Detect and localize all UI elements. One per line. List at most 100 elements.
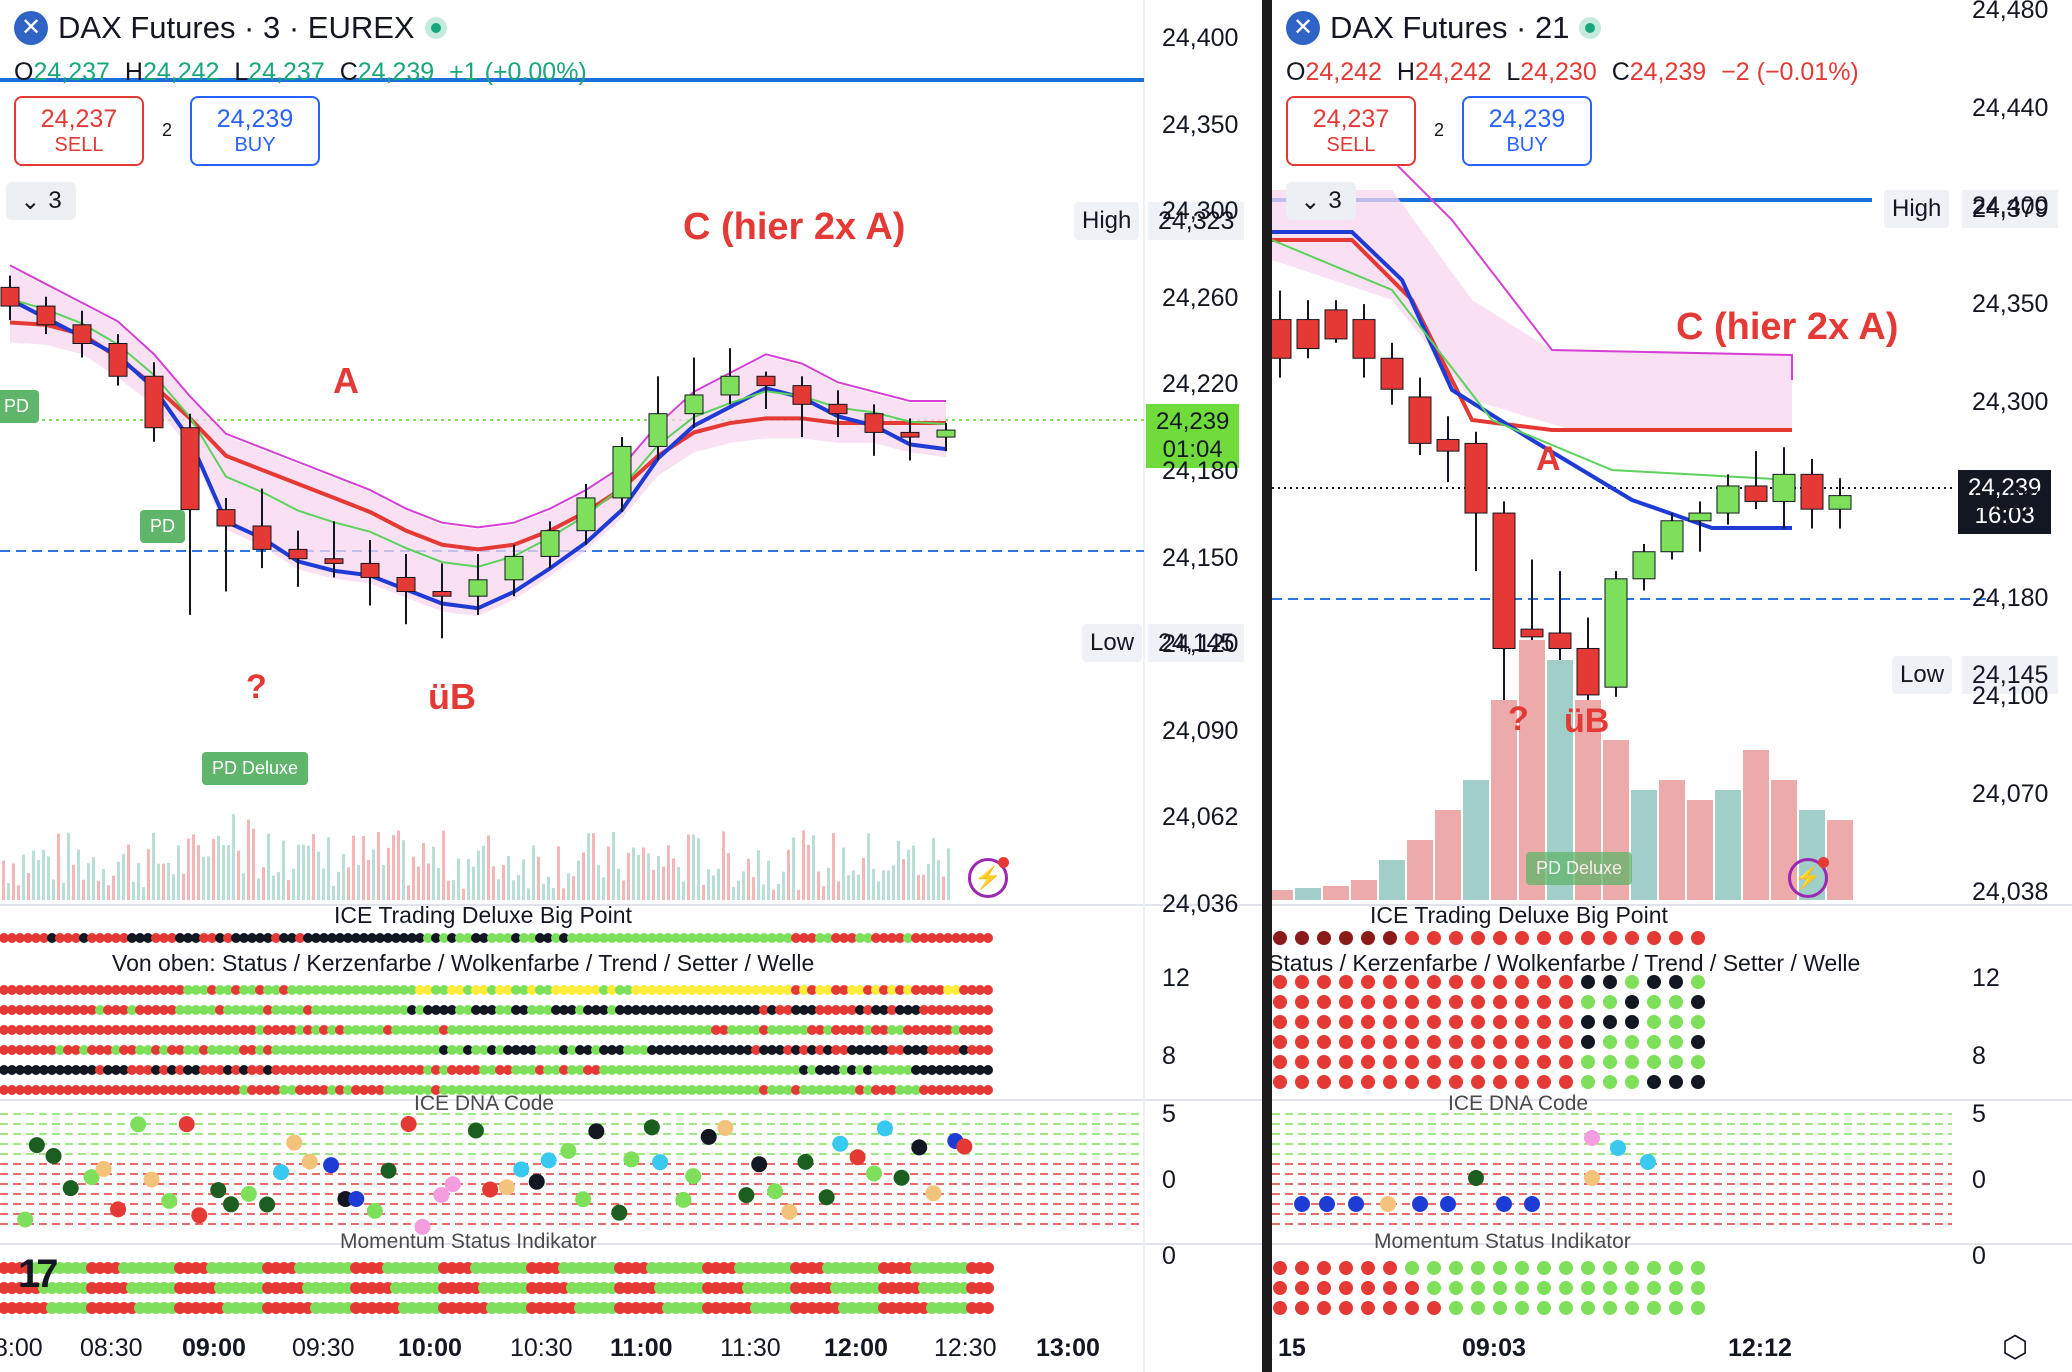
momentum-dot bbox=[1405, 1301, 1419, 1315]
status-dot bbox=[87, 985, 97, 995]
right-chart-canvas[interactable] bbox=[1272, 0, 2072, 1372]
status-dot bbox=[167, 933, 177, 943]
candle-body bbox=[1520, 628, 1544, 638]
order-quantity[interactable]: 2 bbox=[1434, 120, 1445, 140]
status-dot bbox=[903, 1025, 913, 1035]
status-dot bbox=[975, 985, 985, 995]
left-symbol-title[interactable]: DAX Futures · 3 · EUREX bbox=[58, 10, 415, 45]
sell-button[interactable]: 24,237 SELL bbox=[1286, 96, 1416, 166]
lightning-icon[interactable]: ⚡ bbox=[1788, 857, 1829, 898]
sell-button[interactable]: 24,237 SELL bbox=[14, 96, 144, 166]
status-dot bbox=[415, 1085, 425, 1095]
status-dot bbox=[191, 1085, 201, 1095]
status-dot bbox=[1691, 1075, 1705, 1089]
status-dot bbox=[359, 1005, 369, 1015]
status-dot bbox=[631, 1065, 641, 1075]
status-dot bbox=[855, 1065, 865, 1075]
status-dot bbox=[191, 933, 201, 943]
status-dot bbox=[0, 1005, 9, 1015]
status-dot bbox=[911, 1085, 921, 1095]
status-dot bbox=[175, 1025, 185, 1035]
status-dot bbox=[703, 1065, 713, 1075]
status-dot bbox=[871, 1025, 881, 1035]
indicator-collapse-button[interactable]: ⌄ 3 bbox=[6, 182, 76, 220]
status-dot bbox=[183, 1005, 193, 1015]
status-dot bbox=[207, 1085, 217, 1095]
lightning-icon[interactable]: ⚡ bbox=[968, 857, 1009, 898]
status-dot bbox=[583, 1005, 593, 1015]
status-dot bbox=[543, 985, 553, 995]
dna-dot bbox=[1380, 1196, 1396, 1212]
status-dot bbox=[591, 1085, 601, 1095]
status-dot bbox=[743, 1005, 753, 1015]
volume-bar bbox=[407, 885, 410, 900]
status-dot bbox=[919, 1025, 929, 1035]
status-dot bbox=[911, 1005, 921, 1015]
left-chart-canvas[interactable] bbox=[0, 0, 1262, 1372]
status-dot bbox=[479, 933, 489, 943]
status-dot bbox=[143, 933, 153, 943]
right-symbol-title[interactable]: DAX Futures · 21 bbox=[1330, 10, 1570, 45]
status-dot bbox=[87, 1045, 97, 1055]
status-dot bbox=[247, 985, 257, 995]
price-tick-label: 24,120 bbox=[1162, 630, 1239, 659]
settings-icon[interactable]: ⬡ bbox=[2002, 1331, 2029, 1364]
dna-dot bbox=[1584, 1170, 1600, 1186]
price-tick-label: 24,100 bbox=[1972, 682, 2049, 710]
status-dot bbox=[47, 1045, 57, 1055]
status-dot bbox=[919, 1065, 929, 1075]
order-quantity[interactable]: 2 bbox=[162, 120, 173, 140]
status-dot bbox=[407, 1045, 417, 1055]
buy-button[interactable]: 24,239 BUY bbox=[190, 96, 320, 166]
status-dot bbox=[1625, 931, 1639, 945]
buy-button[interactable]: 24,239 BUY bbox=[1462, 96, 1592, 166]
status-dot bbox=[423, 933, 433, 943]
ohlc-close: 24,239 bbox=[357, 58, 435, 86]
status-dot bbox=[0, 1045, 9, 1055]
status-dot bbox=[495, 1045, 505, 1055]
status-dot bbox=[1317, 1015, 1331, 1029]
trend-line-blue bbox=[1272, 230, 1792, 530]
status-dot bbox=[447, 985, 457, 995]
indicator-collapse-button[interactable]: ⌄ 3 bbox=[1286, 182, 1356, 220]
status-dot bbox=[271, 1045, 281, 1055]
close-icon[interactable]: ✕ bbox=[1286, 11, 1320, 45]
pane-divider[interactable] bbox=[1262, 0, 1272, 1372]
status-dot bbox=[47, 1005, 57, 1015]
status-dot bbox=[951, 1085, 961, 1095]
status-dot bbox=[1273, 975, 1287, 989]
dna-dot bbox=[414, 1218, 431, 1235]
status-dot bbox=[727, 933, 737, 943]
status-dot bbox=[791, 985, 801, 995]
status-dot bbox=[383, 1065, 393, 1075]
candle-body bbox=[1660, 520, 1684, 553]
status-dot bbox=[367, 1025, 377, 1035]
ohlc-change: −2 (−0.01%) bbox=[1721, 58, 1859, 86]
status-dot bbox=[871, 1065, 881, 1075]
status-dot bbox=[351, 1025, 361, 1035]
left-chart-pane[interactable]: ✕ DAX Futures · 3 · EUREX O24,237 H24,24… bbox=[0, 0, 1262, 1372]
status-dot bbox=[247, 1085, 257, 1095]
volume-bar bbox=[162, 863, 165, 900]
status-dot bbox=[79, 985, 89, 995]
status-dot bbox=[959, 933, 969, 943]
status-dot bbox=[103, 1065, 113, 1075]
candle-body bbox=[468, 579, 488, 597]
volume-bar bbox=[862, 858, 865, 900]
status-dot bbox=[15, 933, 25, 943]
status-dot bbox=[327, 1005, 337, 1015]
status-dot bbox=[607, 1045, 617, 1055]
status-dot bbox=[391, 1005, 401, 1015]
right-chart-pane[interactable]: ✕ DAX Futures · 21 O24,242 H24,242 L24,2… bbox=[1272, 0, 2072, 1372]
status-dot bbox=[511, 1005, 521, 1015]
status-dot bbox=[151, 1025, 161, 1035]
status-dot bbox=[87, 1005, 97, 1015]
status-dot bbox=[247, 1005, 257, 1015]
status-dot bbox=[1273, 1035, 1287, 1049]
status-dot bbox=[671, 933, 681, 943]
status-dot bbox=[471, 1065, 481, 1075]
status-dot bbox=[759, 1065, 769, 1075]
candle-body bbox=[216, 509, 236, 527]
close-icon[interactable]: ✕ bbox=[14, 11, 48, 45]
status-dot bbox=[903, 933, 913, 943]
